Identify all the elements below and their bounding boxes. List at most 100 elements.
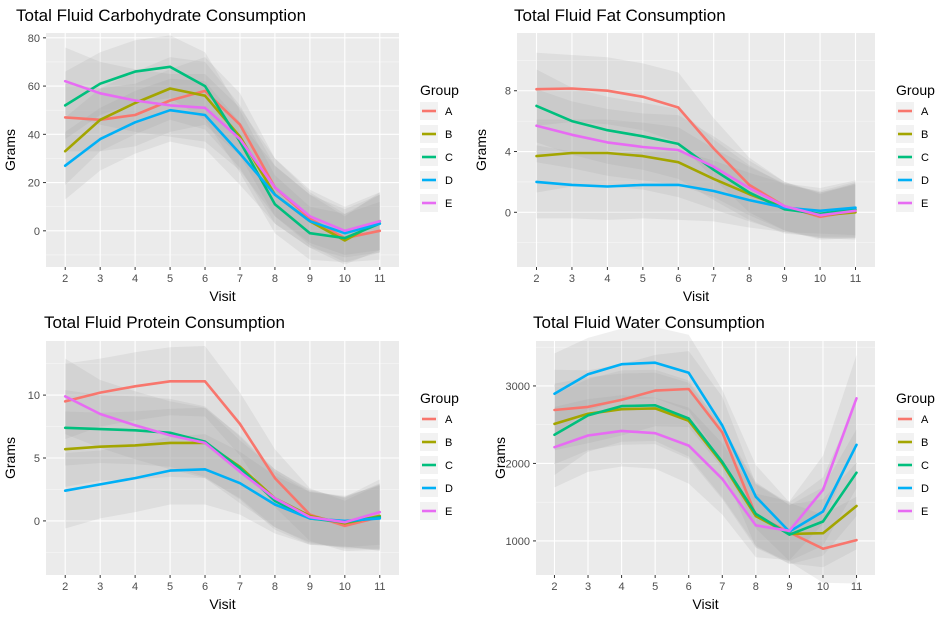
x-tick-label: 2 (533, 273, 539, 285)
x-tick-label: 7 (711, 273, 717, 285)
x-tick-label: 9 (786, 581, 792, 593)
confidence-band-e (65, 358, 380, 548)
y-axis-label: Grams (2, 129, 18, 171)
confidence-band-c (554, 369, 857, 565)
y-tick-label: 0 (505, 207, 511, 219)
chart-panel-4: Total Fluid Water Consumption 1000 2000 300… (492, 313, 935, 612)
series-line-e (63, 395, 382, 524)
x-tick-label: 6 (675, 273, 681, 285)
x-tick-label: 11 (851, 581, 862, 593)
legend-label-e: E (445, 506, 452, 518)
x-tick-label: 3 (97, 273, 103, 285)
legend-label-e: E (921, 198, 928, 210)
legend-label-a: A (921, 414, 929, 426)
y-axis-label: Grams (473, 129, 489, 171)
y-tick-label: 60 (28, 81, 40, 93)
legend-label-a: A (921, 106, 929, 118)
x-tick-label: 10 (814, 273, 826, 285)
x-tick-label: 4 (132, 273, 138, 285)
x-tick-label: 3 (569, 273, 575, 285)
x-tick-label: 10 (339, 273, 351, 285)
x-axis-label: Visit (683, 288, 709, 304)
x-tick-label: 2 (62, 581, 68, 593)
x-tick-label: 7 (237, 273, 243, 285)
x-tick-label: 11 (374, 273, 385, 285)
chart-title: Total Fluid Fat Consumption (514, 6, 726, 25)
x-tick-label: 5 (652, 581, 658, 593)
confidence-band-b (65, 57, 380, 265)
series-line-d (535, 180, 857, 213)
legend-title: Group (896, 390, 935, 406)
x-tick-label: 5 (640, 273, 646, 285)
x-tick-label: 6 (686, 581, 692, 593)
legend-label-d: D (445, 175, 453, 187)
x-tick-label: 11 (374, 581, 385, 593)
chart-panel-3: Total Fluid Protein Consumption 0 5 10 2 3 4 5 6… (2, 313, 459, 612)
x-tick-label: 3 (97, 581, 103, 593)
x-tick-label: 8 (753, 581, 759, 593)
series-line-a (553, 387, 858, 551)
x-tick-label: 2 (62, 273, 68, 285)
x-tick-label: 4 (132, 581, 138, 593)
legend-title: Group (420, 390, 459, 406)
x-tick-label: 7 (719, 581, 725, 593)
legend-label-c: C (921, 460, 929, 472)
x-tick-label: 8 (746, 273, 752, 285)
legend-title: Group (420, 82, 459, 98)
confidence-band-b (554, 372, 857, 568)
y-axis-label: Grams (2, 437, 18, 479)
x-tick-label: 9 (307, 273, 313, 285)
legend-label-e: E (445, 198, 452, 210)
x-axis-label: Visit (209, 596, 235, 612)
series-line-d (553, 361, 858, 533)
series-line-c (553, 403, 858, 537)
chart-panel-1: Total Fluid Carbohydrate Consumption 0 20 4… (2, 6, 459, 304)
y-tick-label: 0 (34, 226, 40, 238)
y-tick-label: 5 (34, 453, 40, 465)
y-tick-label: 0 (34, 516, 40, 528)
x-tick-label: 2 (551, 581, 557, 593)
legend-label-a: A (445, 106, 453, 118)
legend-label-b: B (921, 437, 928, 449)
legend-label-b: B (445, 129, 452, 141)
chart-title: Total Fluid Carbohydrate Consumption (16, 6, 306, 25)
x-tick-label: 3 (585, 581, 591, 593)
y-tick-label: 10 (28, 390, 40, 402)
legend-label-d: D (445, 483, 453, 495)
legend-title: Group (896, 82, 935, 98)
series-line-e (553, 396, 858, 533)
y-tick-label: 3000 (506, 381, 530, 393)
x-tick-label: 6 (202, 581, 208, 593)
x-axis-label: Visit (209, 288, 235, 304)
y-tick-label: 20 (28, 178, 40, 190)
confidence-band-c (536, 69, 856, 237)
series-line-e (63, 79, 382, 233)
confidence-band-a (65, 346, 380, 552)
x-tick-label: 6 (202, 273, 208, 285)
legend-label-d: D (921, 175, 929, 187)
confidence-band-d (65, 78, 380, 258)
legend-label-b: B (921, 129, 928, 141)
x-tick-label: 8 (272, 273, 278, 285)
legend-label-c: C (445, 152, 453, 164)
x-tick-label: 9 (307, 581, 313, 593)
legend-label-c: C (445, 460, 453, 472)
x-tick-label: 4 (619, 581, 625, 593)
confidence-band-b (536, 119, 856, 240)
legend-label-b: B (445, 437, 452, 449)
legend-label-c: C (921, 152, 929, 164)
legend-label-d: D (921, 483, 929, 495)
x-tick-label: 7 (237, 581, 243, 593)
chart-title: Total Fluid Water Consumption (533, 313, 765, 332)
x-tick-label: 5 (167, 581, 173, 593)
x-axis-label: Visit (692, 596, 718, 612)
x-tick-label: 10 (339, 581, 351, 593)
y-tick-label: 1000 (506, 536, 530, 548)
plot-background (536, 341, 875, 575)
y-axis-label: Grams (492, 437, 508, 479)
